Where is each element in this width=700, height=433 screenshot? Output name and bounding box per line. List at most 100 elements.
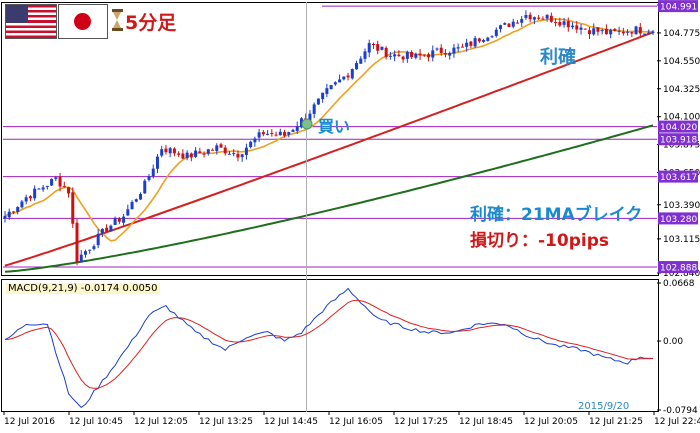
y-tick-label: 103.115: [663, 235, 700, 245]
candle-body: [295, 126, 299, 131]
candle-body: [105, 227, 109, 232]
moving-averages: [4, 18, 654, 273]
candle-body: [651, 31, 655, 33]
candle-body: [71, 192, 75, 224]
x-tick-label: 12 Jul 16:05: [329, 417, 383, 427]
candle-body: [435, 48, 439, 50]
candle-body: [380, 46, 384, 50]
candle-body: [41, 187, 45, 190]
candle-body: [202, 153, 206, 155]
candle-body: [67, 187, 71, 194]
x-tick-label: 12 Jul 14:45: [264, 417, 318, 427]
candle-body: [465, 42, 469, 47]
candle-body: [83, 251, 87, 255]
candle-body: [329, 84, 333, 90]
candle-body: [291, 129, 295, 132]
candle-body: [422, 54, 426, 56]
candle-body: [168, 148, 172, 154]
candle-body: [194, 150, 198, 157]
candle-body: [126, 209, 130, 216]
candle-body: [299, 118, 303, 128]
candle-body: [355, 63, 359, 70]
candle-body: [443, 53, 447, 55]
candle-body: [62, 186, 66, 188]
candle-body: [393, 54, 397, 57]
candle-body: [473, 38, 477, 47]
candle-body: [338, 79, 342, 83]
x-tick-label: 12 Jul 22:45: [654, 417, 700, 427]
candle-body: [219, 144, 223, 148]
candle-body: [278, 131, 282, 136]
candle-body: [28, 196, 32, 199]
candle-body: [151, 168, 155, 177]
candle-body: [109, 225, 113, 232]
candle-body: [604, 28, 608, 35]
candle-body: [325, 88, 329, 94]
candle-body: [308, 113, 312, 121]
ma-long-line: [4, 124, 654, 273]
candle-body: [617, 30, 621, 32]
candle-body: [494, 29, 498, 36]
candle-body: [257, 132, 261, 138]
candle-body: [647, 32, 651, 34]
candle-body: [122, 216, 126, 223]
candle-body: [117, 218, 121, 222]
y-tick-label: 103.875: [663, 141, 700, 151]
candle-body: [147, 176, 151, 180]
candle-body: [283, 132, 287, 136]
x-tick-label: 12 Jul 20:05: [524, 417, 578, 427]
candle-body: [545, 14, 549, 19]
candle-body: [469, 41, 473, 46]
candle-body: [401, 56, 405, 60]
x-tick-label: 12 Jul 18:45: [459, 417, 513, 427]
candle-body: [638, 27, 642, 34]
candle-body: [181, 153, 185, 159]
candle-body: [414, 53, 418, 58]
level-tag-box: [658, 212, 698, 225]
horizontal-levels: [3, 5, 657, 268]
candle-body: [54, 177, 58, 179]
candle-body: [541, 18, 545, 20]
candle-body: [600, 29, 604, 32]
candle-body: [206, 149, 210, 154]
candle-body: [253, 138, 257, 143]
candle-body: [460, 46, 464, 48]
time-x-axis: 12 Jul 2016 12 Jul 10:45 12 Jul 12:05 12 Ju…: [3, 411, 700, 427]
macd-y-tick-label: 0.00: [663, 337, 683, 347]
candle-body: [418, 53, 422, 56]
candle-body: [185, 152, 189, 159]
candle-body: [346, 75, 350, 78]
candle-body: [405, 52, 409, 59]
ma-mid-line: [4, 31, 654, 267]
candle-body: [537, 17, 541, 19]
candle-body: [223, 147, 227, 154]
candle-body: [155, 156, 159, 169]
candle-body: [431, 50, 435, 58]
level-tag-box: [658, 133, 698, 146]
macd-pane-frame: [1, 279, 659, 412]
level-tag-label: 102.888: [660, 264, 697, 274]
candle-body: [397, 54, 401, 56]
candle-body: [499, 25, 503, 30]
y-tick-label: 104.325: [663, 85, 700, 95]
candle-body: [266, 133, 270, 135]
candle-body: [452, 47, 456, 54]
candle-body: [439, 47, 443, 53]
candle-body: [587, 30, 591, 35]
candle-body: [45, 185, 49, 187]
level-tag-box: [658, 170, 698, 183]
y-tick-label: 103.390: [663, 201, 700, 211]
candle-body: [486, 37, 490, 41]
candle-body: [24, 197, 28, 202]
candle-body: [575, 25, 579, 30]
candle-body: [613, 28, 617, 31]
candle-body: [177, 153, 181, 155]
candle-body: [321, 92, 325, 100]
candle-body: [579, 27, 583, 30]
candle-body: [342, 76, 346, 80]
level-tag-label: 104.991: [660, 3, 697, 13]
candle-body: [92, 246, 96, 250]
x-tick-label: 12 Jul 10:45: [69, 417, 123, 427]
